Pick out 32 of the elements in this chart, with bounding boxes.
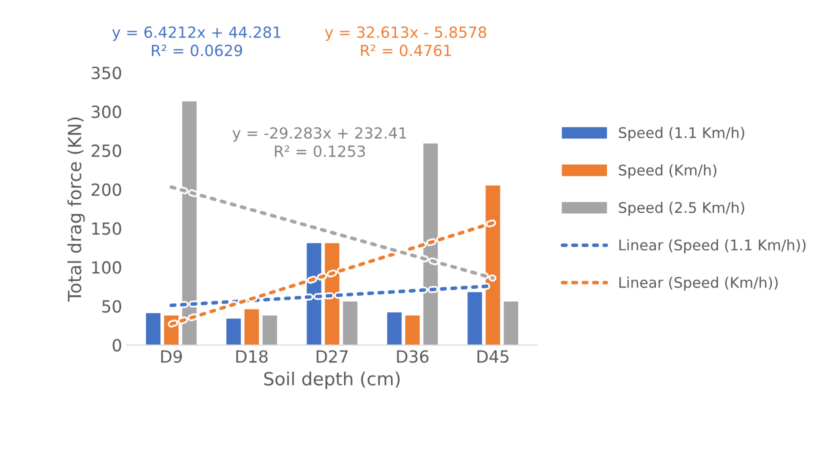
x-tick-label: D18 (236, 350, 268, 363)
y-tick-label: 150 (92, 222, 122, 235)
x-tick-label: D45 (478, 350, 508, 363)
text: y = 6.4212x + 44.281 R² = 0.0629 (112, 26, 280, 56)
bar (504, 301, 518, 346)
y-tick-label: 50 (102, 300, 122, 313)
bar (342, 301, 358, 346)
x-axis-title: Soil depth (cm) (264, 372, 400, 390)
bar (226, 318, 241, 346)
y-tick-label: 250 (92, 144, 122, 158)
bar (405, 315, 420, 346)
text: y = 32.613x - 5.8578 R² = 0.4761 (324, 26, 486, 56)
bar (387, 312, 402, 346)
legend-label: Speed (1.1 Km/h) (618, 126, 744, 141)
y-tick-label: 0 (112, 339, 122, 352)
bar (468, 292, 482, 346)
y-axis-title: Total drag force (KN) (67, 118, 85, 302)
legend-label: Linear (Speed (Km/h)) (619, 276, 778, 291)
y-tick-label: 350 (92, 66, 122, 80)
y-tick-label: 300 (92, 106, 122, 118)
x-tick-label: D9 (161, 350, 182, 363)
bar (262, 315, 278, 346)
x-tick-label: D27 (316, 350, 348, 363)
legend-label: Speed (2.5 Km/h) (618, 202, 744, 216)
legend-label: Speed (Km/h) (618, 164, 716, 178)
annotation: y = -29.283x + 232.41 R² = 0.1253 (232, 127, 406, 158)
y-tick-label: 100 (92, 261, 122, 274)
bar (146, 313, 160, 346)
x-tick-label: D36 (397, 350, 428, 363)
bar (244, 309, 259, 346)
y-tick-label: 200 (92, 183, 122, 196)
legend-label: Linear (Speed (1.1 Km/h)) (619, 239, 806, 254)
